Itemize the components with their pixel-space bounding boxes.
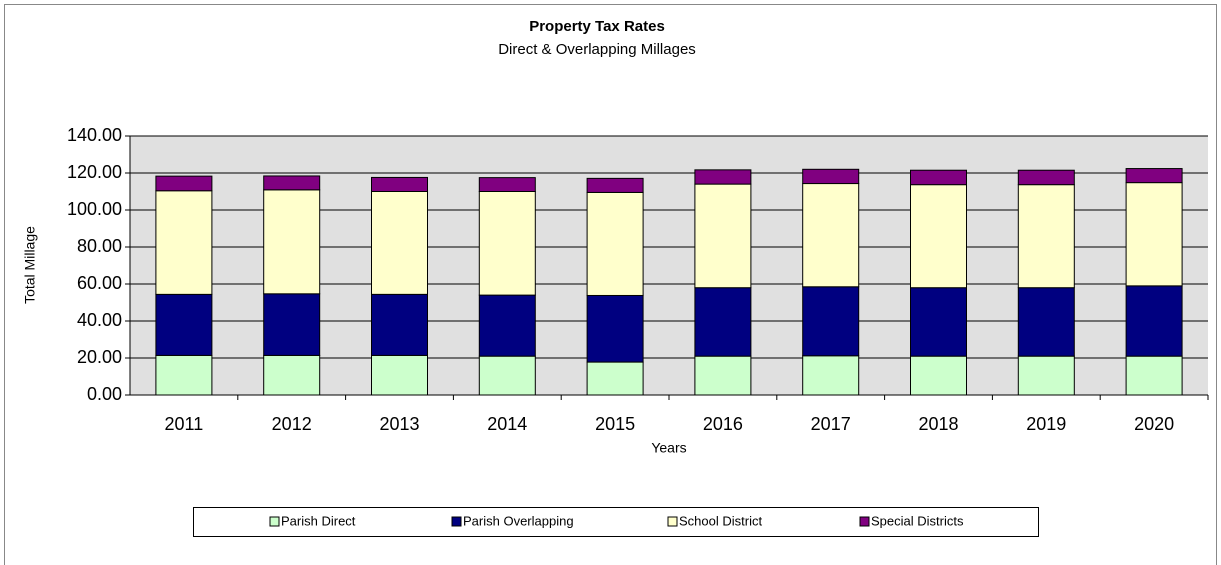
bar-segment — [694, 183, 752, 289]
y-tick-label: 20.00 — [77, 347, 122, 367]
bar-segment — [263, 354, 321, 396]
bar-segment — [263, 175, 321, 191]
bar-segment — [1125, 182, 1183, 287]
bar-segment — [263, 293, 321, 356]
x-axis-label: Years — [651, 440, 686, 456]
bar-segment — [1125, 355, 1183, 396]
x-tick-label: 2019 — [1026, 414, 1066, 434]
bar-segment — [802, 355, 860, 396]
legend-box — [193, 507, 1039, 537]
bar-segment — [155, 354, 213, 396]
bar-segment — [586, 294, 644, 363]
bar-segment — [1017, 355, 1075, 396]
bar-segment — [263, 189, 321, 295]
bar-segment — [1017, 184, 1075, 289]
bar-segment — [1125, 168, 1183, 184]
bar-segment — [1125, 285, 1183, 357]
bar-segment — [910, 169, 967, 186]
bar-segment — [586, 177, 644, 193]
x-tick-label: 2013 — [379, 414, 419, 434]
bar-segment — [802, 183, 860, 288]
y-tick-label: 100.00 — [67, 199, 122, 219]
bar-segment — [155, 293, 213, 356]
chart-subtitle: Direct & Overlapping Millages — [498, 41, 696, 58]
legend-marker — [667, 516, 678, 527]
y-tick-label: 40.00 — [77, 310, 122, 330]
bar-segment — [694, 169, 752, 185]
y-tick-label: 80.00 — [77, 236, 122, 256]
bar-segment — [371, 293, 428, 356]
bar-segment — [586, 191, 644, 296]
chart-title: Property Tax Rates — [529, 18, 665, 35]
y-tick-label: 60.00 — [77, 273, 122, 293]
bar-segment — [802, 168, 860, 185]
bar-segment — [1017, 287, 1075, 357]
bar-segment — [371, 176, 428, 193]
legend-marker — [269, 516, 280, 527]
bar-segment — [478, 294, 536, 357]
legend-marker — [859, 516, 870, 527]
bar-segment — [155, 190, 213, 295]
bar-segment — [478, 191, 536, 296]
bar-segment — [694, 355, 752, 396]
x-tick-label: 2018 — [918, 414, 958, 434]
x-tick-label: 2020 — [1134, 414, 1174, 434]
bar-segment — [371, 354, 428, 396]
bar-segment — [478, 177, 536, 192]
x-tick-label: 2012 — [272, 414, 312, 434]
y-tick-label: 120.00 — [67, 162, 122, 182]
x-tick-label: 2016 — [703, 414, 743, 434]
bar-segment — [910, 287, 967, 357]
bar-segment — [1017, 169, 1075, 186]
bar-segment — [694, 287, 752, 357]
x-tick-label: 2017 — [811, 414, 851, 434]
x-tick-label: 2014 — [487, 414, 527, 434]
bar-segment — [910, 184, 967, 289]
x-tick-label: 2011 — [165, 414, 204, 434]
bar-segment — [802, 286, 860, 357]
legend-label: Parish Overlapping — [463, 513, 574, 528]
legend-marker — [451, 516, 462, 527]
bar-segment — [155, 175, 213, 192]
y-tick-label: 0.00 — [87, 384, 122, 404]
legend-label: Parish Direct — [281, 513, 356, 528]
y-axis-label: Total Millage — [22, 226, 38, 304]
y-tick-label: 140.00 — [67, 125, 122, 145]
bar-segment — [478, 355, 536, 396]
bar-segment — [910, 355, 967, 396]
x-tick-label: 2015 — [595, 414, 635, 434]
legend-label: Special Districts — [871, 513, 964, 528]
legend-label: School District — [679, 513, 762, 528]
bar-segment — [586, 361, 644, 396]
bar-segment — [371, 191, 428, 295]
